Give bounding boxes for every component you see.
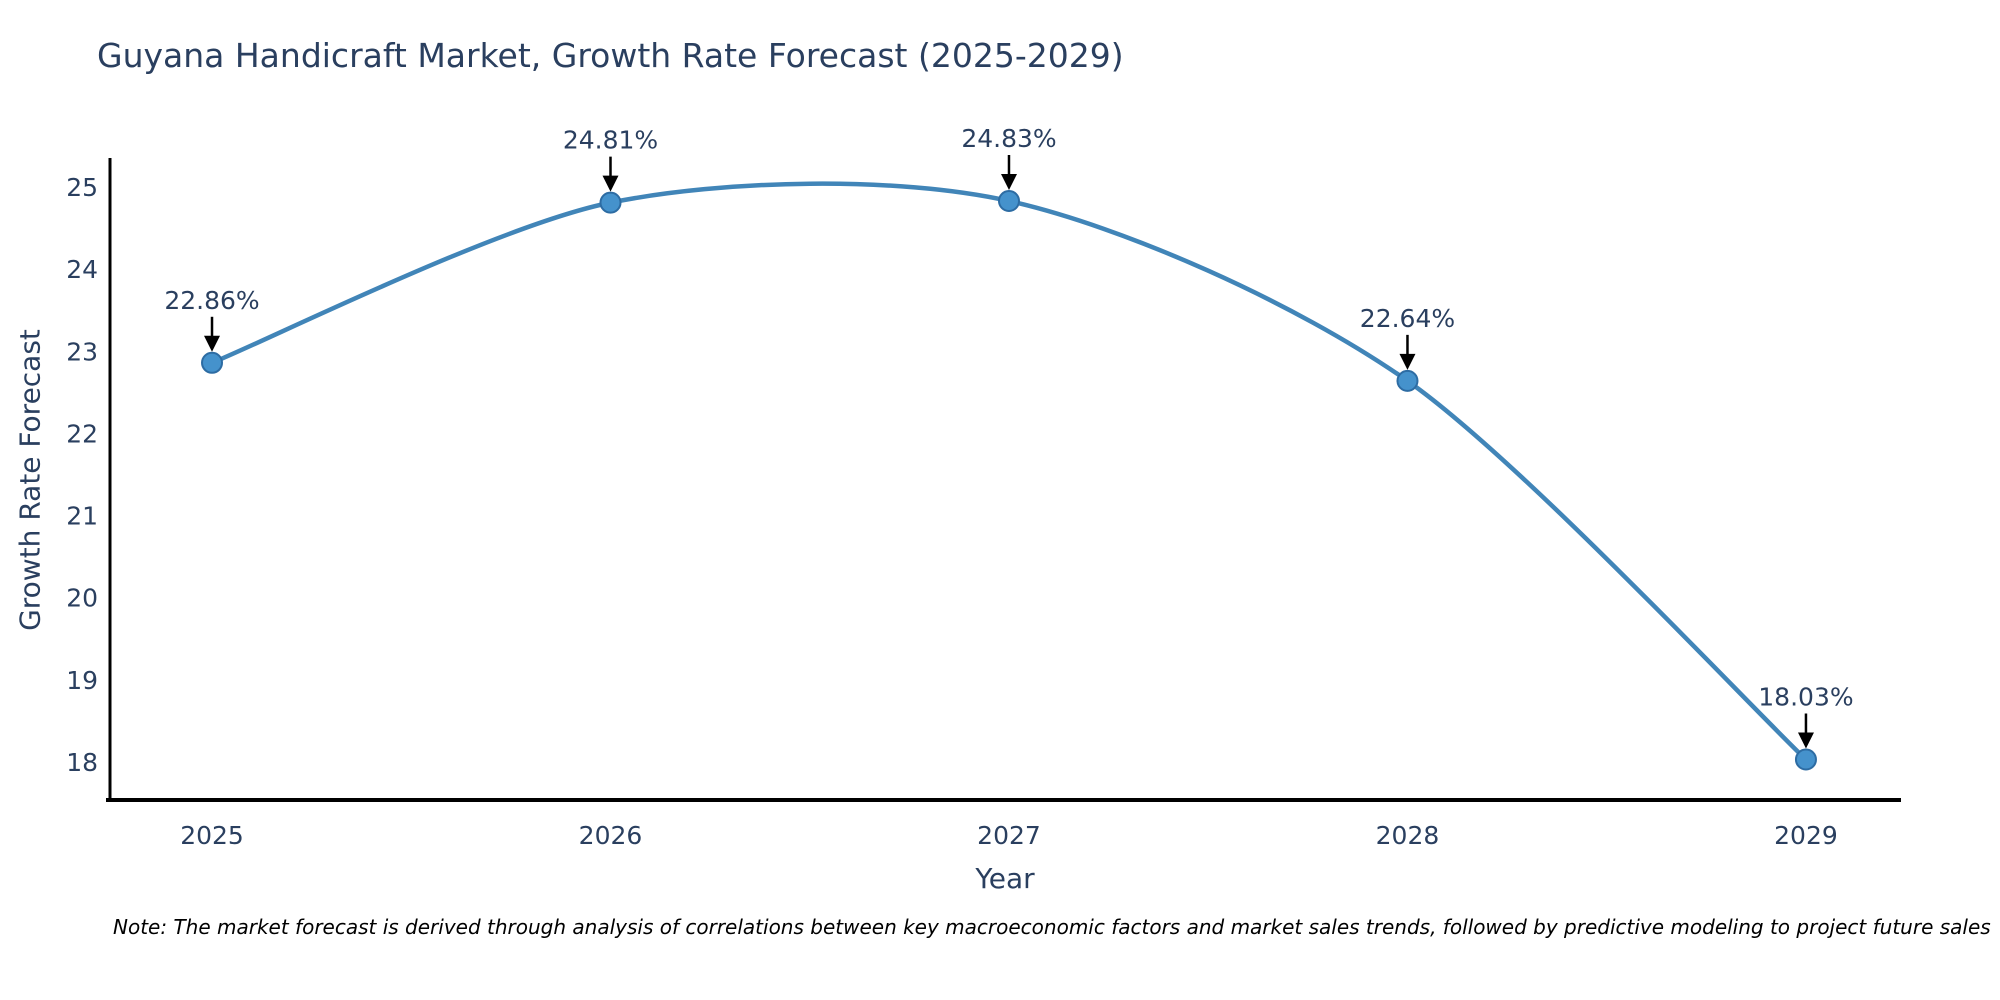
data-point-marker[interactable] — [997, 189, 1020, 212]
y-tick-label: 25 — [66, 173, 98, 202]
x-tick-label: 2025 — [180, 821, 244, 850]
y-tick-label: 23 — [66, 337, 98, 366]
annotation-arrow-head — [602, 175, 619, 192]
annotation-arrow-head — [1797, 732, 1814, 749]
y-tick-label: 22 — [66, 419, 98, 448]
data-point-label: 22.86% — [164, 286, 259, 315]
footnote: Note: The market forecast is derived thr… — [113, 915, 1991, 939]
x-tick-label: 2028 — [1376, 821, 1440, 850]
x-tick-label: 2029 — [1774, 821, 1838, 850]
data-point-label: 22.64% — [1360, 304, 1455, 333]
chart-title: Guyana Handicraft Market, Growth Rate Fo… — [97, 36, 1124, 75]
trend-line — [211, 181, 1808, 762]
data-point-label: 24.81% — [563, 126, 658, 155]
data-point-marker[interactable] — [599, 191, 622, 214]
y-tick-label: 21 — [66, 502, 98, 531]
y-tick-label: 20 — [66, 584, 98, 613]
data-point-marker[interactable] — [1396, 369, 1419, 392]
y-tick-label: 24 — [66, 255, 98, 284]
annotation-arrow-head — [1399, 353, 1416, 370]
data-point-label: 24.83% — [961, 124, 1056, 153]
annotation-arrow-head — [1000, 173, 1017, 190]
data-point-marker[interactable] — [1794, 748, 1817, 771]
y-tick-label: 18 — [66, 748, 98, 777]
annotation-arrow-head — [204, 335, 221, 352]
x-axis-title: Year — [975, 862, 1035, 895]
x-tick-label: 2026 — [579, 821, 643, 850]
data-point-label: 18.03% — [1758, 683, 1853, 712]
y-tick-label: 19 — [66, 666, 98, 695]
data-point-marker[interactable] — [201, 351, 224, 374]
x-tick-label: 2027 — [977, 821, 1041, 850]
